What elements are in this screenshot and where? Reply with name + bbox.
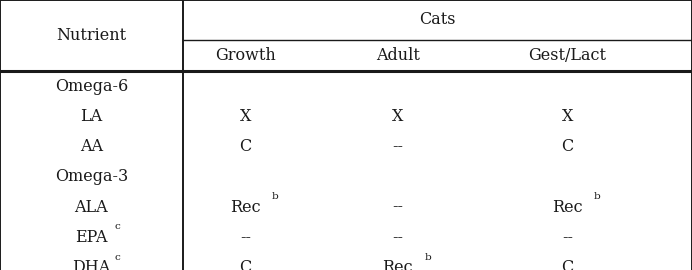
Text: Omega-3: Omega-3: [55, 168, 128, 185]
Text: Nutrient: Nutrient: [56, 27, 127, 44]
Text: C: C: [561, 138, 574, 155]
Text: ALA: ALA: [75, 199, 108, 215]
Text: C: C: [239, 259, 252, 270]
Text: c: c: [114, 253, 120, 262]
Text: Cats: Cats: [419, 12, 455, 28]
Text: DHA: DHA: [72, 259, 111, 270]
Text: Omega-6: Omega-6: [55, 78, 128, 94]
Text: Adult: Adult: [376, 47, 420, 64]
Text: Rec: Rec: [230, 199, 261, 215]
Text: C: C: [561, 259, 574, 270]
Text: --: --: [392, 199, 403, 215]
Text: Gest/Lact: Gest/Lact: [529, 47, 606, 64]
Text: AA: AA: [80, 138, 103, 155]
Text: --: --: [562, 229, 573, 246]
Text: X: X: [562, 108, 573, 125]
Text: b: b: [424, 253, 431, 262]
Text: X: X: [392, 108, 403, 125]
Text: Growth: Growth: [215, 47, 276, 64]
Text: --: --: [392, 138, 403, 155]
Text: EPA: EPA: [75, 229, 107, 246]
Text: --: --: [392, 229, 403, 246]
Text: LA: LA: [80, 108, 102, 125]
Text: Rec: Rec: [552, 199, 583, 215]
Text: b: b: [594, 192, 601, 201]
Text: Rec: Rec: [383, 259, 413, 270]
Text: X: X: [240, 108, 251, 125]
Text: b: b: [272, 192, 279, 201]
Text: c: c: [114, 222, 120, 231]
Text: --: --: [240, 229, 251, 246]
Text: C: C: [239, 138, 252, 155]
